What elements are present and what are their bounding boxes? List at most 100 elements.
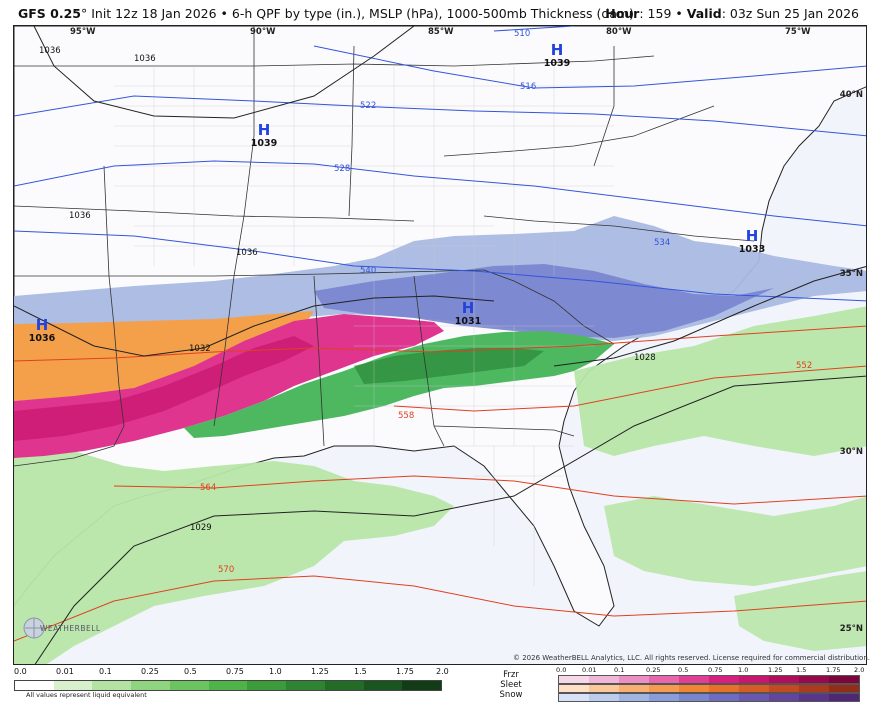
ptype-tick: 2.0 bbox=[854, 666, 865, 674]
map-panel: 95°W 90°W 85°W 80°W 75°W 40°N 35°N 30°N … bbox=[13, 25, 867, 665]
longitude-label: 75°W bbox=[785, 27, 811, 37]
ptype-tick: 1.0 bbox=[738, 666, 749, 674]
ptype-swatch bbox=[769, 694, 799, 701]
ice-heavy-area bbox=[14, 336, 314, 441]
ptype-swatch bbox=[799, 676, 829, 683]
ptype-tick: 1.25 bbox=[768, 666, 783, 674]
qpf-tick: 0.0 bbox=[14, 667, 27, 676]
county-grid bbox=[114, 66, 614, 586]
qpf-swatch bbox=[363, 681, 403, 690]
isobars bbox=[14, 26, 866, 664]
ptype-tick: 0.75 bbox=[708, 666, 723, 674]
qpf-swatch bbox=[15, 681, 54, 690]
ptype-swatch bbox=[589, 694, 619, 701]
ptype-swatch bbox=[829, 685, 859, 692]
longitude-label: 80°W bbox=[606, 27, 632, 37]
sleet-area bbox=[14, 311, 314, 401]
qpf-tick: 1.5 bbox=[354, 667, 367, 676]
ptype-swatch bbox=[709, 676, 739, 683]
hour-label: Hour bbox=[605, 6, 640, 21]
qpf-tick: 1.75 bbox=[396, 667, 414, 676]
snow-color-bar bbox=[558, 693, 860, 702]
logo-globe-icon bbox=[23, 617, 45, 639]
frzr-color-bar bbox=[558, 675, 860, 684]
rain-light-south bbox=[734, 571, 866, 651]
map-description: Init 12z 18 Jan 2026 • 6-h QPF by type (… bbox=[87, 6, 635, 21]
qpf-swatch bbox=[53, 681, 93, 690]
qpf-tick: 0.25 bbox=[141, 667, 159, 676]
ptype-swatch bbox=[679, 694, 709, 701]
ptype-swatch bbox=[589, 685, 619, 692]
isobar-label: 1036 bbox=[134, 54, 156, 64]
qpf-color-bar bbox=[14, 680, 442, 691]
snow-heavy-band bbox=[314, 264, 774, 338]
sleet-color-bar bbox=[558, 684, 860, 693]
qpf-tick: 0.1 bbox=[99, 667, 112, 676]
map-title: GFS 0.25° Init 12z 18 Jan 2026 • 6-h QPF… bbox=[18, 6, 634, 21]
thickness-label: 528 bbox=[334, 164, 351, 174]
thickness-label: 522 bbox=[360, 101, 377, 111]
title-bar: GFS 0.25° Init 12z 18 Jan 2026 • 6-h QPF… bbox=[0, 0, 877, 26]
high-pressure-marker: H 1039 bbox=[244, 123, 284, 150]
ptype-swatch bbox=[649, 685, 679, 692]
latitude-label: 30°N bbox=[839, 447, 863, 457]
qpf-swatch bbox=[286, 681, 325, 690]
model-name: GFS 0.25 bbox=[18, 6, 81, 21]
qpf-swatch bbox=[92, 681, 132, 690]
high-pressure-value: 1031 bbox=[454, 316, 482, 327]
thickness-label: 540 bbox=[360, 266, 377, 276]
longitude-label: 85°W bbox=[428, 27, 454, 37]
thickness-label: 516 bbox=[520, 82, 537, 92]
high-pressure-marker: H 1031 bbox=[448, 301, 488, 328]
thickness-label: 570 bbox=[218, 565, 235, 575]
rain-heavy-area bbox=[354, 348, 544, 384]
isobar-label: 1036 bbox=[69, 211, 91, 221]
ptype-tick: 0.5 bbox=[678, 666, 689, 674]
ptype-swatch bbox=[589, 676, 619, 683]
legend: 0.0 0.01 0.1 0.25 0.5 0.75 1.0 1.25 1.5 1.75 2.0 A… bbox=[0, 665, 877, 716]
qpf-swatch bbox=[169, 681, 209, 690]
qpf-note: All values represent liquid equivalent bbox=[26, 691, 147, 699]
logo-text: WEATHERBELL bbox=[40, 624, 101, 633]
longitude-label: 95°W bbox=[70, 27, 96, 37]
ptype-tick: 0.01 bbox=[582, 666, 597, 674]
qpf-tick-labels: 0.0 0.01 0.1 0.25 0.5 0.75 1.0 1.25 1.5 1.75 2.0 bbox=[14, 667, 449, 677]
qpf-swatch bbox=[402, 681, 442, 690]
ptype-swatch bbox=[829, 694, 859, 701]
qpf-swatch bbox=[208, 681, 248, 690]
high-pressure-value: 1033 bbox=[738, 244, 766, 255]
rain-light-east bbox=[604, 496, 866, 586]
isobar-label: 1028 bbox=[634, 353, 656, 363]
ptype-swatch bbox=[679, 676, 709, 683]
forecast-time: Hour: 159 • Valid: 03z Sun 25 Jan 2026 bbox=[605, 6, 859, 21]
thickness-label: 534 bbox=[654, 238, 671, 248]
ptype-swatch bbox=[769, 676, 799, 683]
ptype-swatch bbox=[799, 694, 829, 701]
qpf-swatch bbox=[247, 681, 287, 690]
latitude-label: 40°N bbox=[839, 90, 863, 100]
ptype-swatch bbox=[619, 694, 649, 701]
ptype-tick: 0.0 bbox=[556, 666, 567, 674]
degree-symbol: ° bbox=[81, 6, 88, 21]
ptype-tick: 0.1 bbox=[614, 666, 625, 674]
ptype-swatch bbox=[709, 685, 739, 692]
ptype-labels: Frzr Sleet Snow bbox=[496, 670, 526, 700]
ptype-swatch bbox=[769, 685, 799, 692]
rain-light-gulf bbox=[14, 451, 454, 664]
high-pressure-marker: H 1039 bbox=[537, 43, 577, 70]
qpf-tick: 2.0 bbox=[436, 667, 449, 676]
thickness-label: 558 bbox=[398, 411, 415, 421]
map-canvas bbox=[14, 26, 866, 664]
high-symbol: H bbox=[745, 227, 759, 245]
ptype-tick: 1.75 bbox=[826, 666, 841, 674]
rain-light-atlantic bbox=[574, 306, 866, 456]
ptype-swatch bbox=[739, 676, 769, 683]
qpf-swatch bbox=[131, 681, 170, 690]
qpf-tick: 0.5 bbox=[184, 667, 197, 676]
weatherbell-logo: WEATHERBELL bbox=[22, 616, 102, 642]
ptype-swatch bbox=[559, 676, 589, 683]
ptype-tick: 1.5 bbox=[796, 666, 807, 674]
high-pressure-marker: H 1036 bbox=[22, 318, 62, 345]
ptype-swatch bbox=[559, 694, 589, 701]
isobar-label: 1029 bbox=[190, 523, 212, 533]
